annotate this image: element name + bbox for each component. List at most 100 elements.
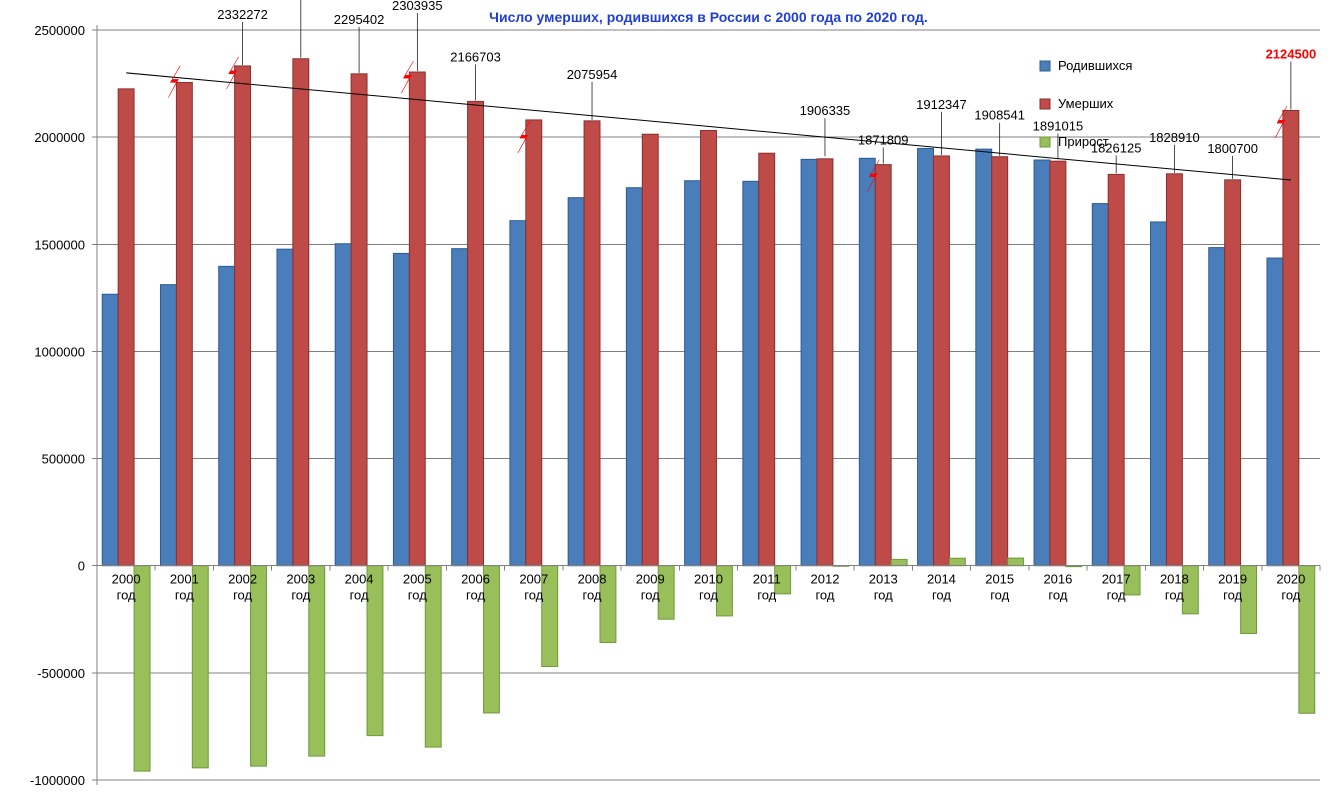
bar-died	[1283, 110, 1299, 565]
bar-growth	[484, 566, 500, 713]
bar-born	[1267, 258, 1283, 566]
x-category-label: год	[175, 588, 194, 603]
data-label: 2303935	[392, 0, 443, 13]
x-category-label: 2016	[1043, 572, 1072, 587]
legend-swatch	[1040, 137, 1050, 147]
bar-born	[510, 221, 526, 566]
y-tick-label: 2000000	[34, 130, 85, 145]
bar-died	[235, 66, 251, 566]
chart-title: Число умерших, родившихся в России с 200…	[489, 9, 928, 25]
data-label: 1828910	[1149, 130, 1200, 145]
bar-growth	[192, 566, 208, 768]
bar-born	[976, 149, 992, 566]
y-tick-label: 1000000	[34, 344, 85, 359]
data-label: 2166703	[450, 49, 501, 64]
data-label: 1908541	[974, 108, 1025, 123]
x-category-label: 2007	[519, 572, 548, 587]
x-category-label: 2015	[985, 572, 1014, 587]
legend-swatch	[1040, 61, 1050, 71]
chart-root: -1000000-5000000500000100000015000002000…	[0, 0, 1334, 792]
bar-died	[1225, 180, 1241, 566]
bar-born	[1034, 160, 1050, 566]
bar-died	[701, 131, 717, 566]
bar-died	[1166, 174, 1182, 566]
x-category-label: 2020	[1276, 572, 1305, 587]
x-category-label: 2004	[345, 572, 374, 587]
bar-born	[801, 159, 817, 565]
bar-died	[118, 89, 134, 566]
bar-died	[584, 121, 600, 566]
bar-born	[277, 249, 293, 566]
bar-died	[468, 101, 484, 565]
legend-label: Прирост	[1058, 134, 1109, 149]
data-label: 1871809	[858, 133, 909, 148]
bar-born	[859, 158, 875, 565]
bar-born	[1092, 204, 1108, 566]
x-category-label: 2002	[228, 572, 257, 587]
bar-born	[393, 253, 409, 565]
y-tick-label: 500000	[42, 452, 85, 467]
legend-label: Родившихся	[1058, 58, 1132, 73]
x-category-label: год	[466, 588, 485, 603]
bar-growth	[367, 566, 383, 736]
x-category-label: 2005	[403, 572, 432, 587]
bar-died	[1108, 174, 1124, 565]
x-category-label: год	[1281, 588, 1300, 603]
bar-born	[918, 148, 934, 565]
x-category-label: год	[1107, 588, 1126, 603]
bar-died	[351, 74, 367, 566]
x-category-label: 2019	[1218, 572, 1247, 587]
x-category-label: год	[408, 588, 427, 603]
x-category-label: год	[233, 588, 252, 603]
x-category-label: 2009	[636, 572, 665, 587]
x-category-label: год	[932, 588, 951, 603]
bar-growth	[891, 559, 907, 565]
x-category-label: 2018	[1160, 572, 1189, 587]
x-category-label: год	[1165, 588, 1184, 603]
bar-died	[1050, 161, 1066, 566]
bar-born	[568, 198, 584, 566]
bar-born	[160, 285, 176, 566]
bar-died	[933, 156, 949, 566]
x-category-label: год	[990, 588, 1009, 603]
y-tick-label: 1500000	[34, 237, 85, 252]
bar-born	[102, 294, 118, 565]
data-label: 1912347	[916, 97, 967, 112]
x-category-label: 2000	[112, 572, 141, 587]
bar-died	[409, 72, 425, 566]
data-label: 2295402	[334, 12, 385, 27]
x-category-label: год	[757, 588, 776, 603]
x-category-label: 2010	[694, 572, 723, 587]
x-category-label: 2014	[927, 572, 956, 587]
data-label: 1891015	[1033, 118, 1084, 133]
x-category-label: год	[815, 588, 834, 603]
x-category-label: 2011	[753, 572, 781, 587]
x-category-label: год	[1048, 588, 1067, 603]
x-category-label: 2008	[578, 572, 607, 587]
x-category-label: год	[1223, 588, 1242, 603]
bar-born	[743, 181, 759, 565]
y-tick-label: 0	[78, 559, 85, 574]
bar-growth	[425, 566, 441, 747]
y-tick-label: -500000	[37, 666, 85, 681]
data-label: 2124500	[1266, 46, 1317, 61]
bar-growth	[1299, 566, 1315, 714]
bar-died	[526, 120, 542, 566]
bar-growth	[1008, 558, 1024, 566]
bar-died	[759, 153, 775, 566]
bar-born	[452, 249, 468, 566]
bar-born	[219, 266, 235, 565]
bar-born	[1151, 222, 1167, 566]
bar-born	[626, 188, 642, 566]
bar-died	[992, 157, 1008, 566]
legend-swatch	[1040, 99, 1050, 109]
x-category-label: год	[583, 588, 602, 603]
bar-died	[293, 59, 309, 566]
data-label: 1906335	[800, 103, 851, 118]
legend-label: Умерших	[1058, 96, 1114, 111]
x-category-label: 2006	[461, 572, 490, 587]
bar-growth	[251, 566, 267, 766]
bar-born	[685, 181, 701, 566]
data-label: 2075954	[567, 67, 618, 82]
x-category-label: год	[350, 588, 369, 603]
